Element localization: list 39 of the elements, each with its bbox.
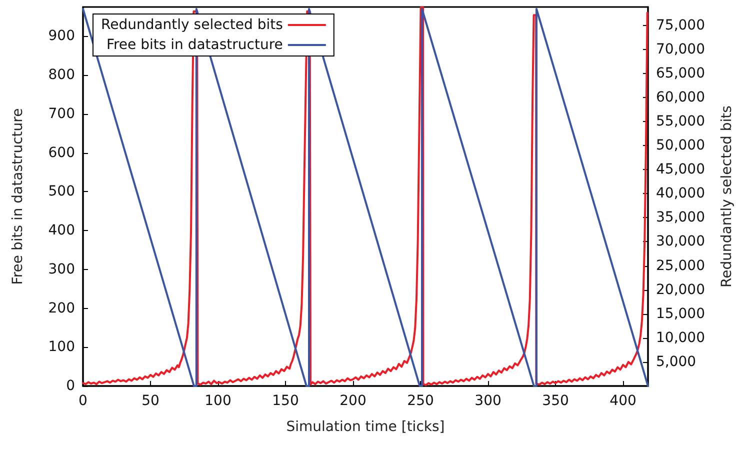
y-tick-label: 800 [48, 67, 75, 84]
x-axis-title: Simulation time [ticks] [286, 419, 445, 435]
x-tick-label: 400 [610, 393, 636, 409]
y2-tick-label: 60,000 [656, 89, 705, 106]
y2-tick-label: 75,000 [656, 17, 705, 34]
x-tick-label: 350 [542, 393, 569, 409]
y-tick-label: 200 [48, 300, 75, 316]
y-tick-label: 700 [48, 106, 75, 122]
x-tick-label: 150 [272, 393, 299, 409]
y2-tick-label: 20,000 [656, 282, 705, 298]
y2-tick-label: 55,000 [656, 113, 705, 130]
y-tick-label: 400 [48, 222, 75, 239]
y-tick-label: 600 [48, 144, 75, 161]
y-tick-label: 300 [48, 261, 75, 278]
y2-tick-label: 50,000 [656, 138, 705, 154]
x-tick-label: 250 [407, 393, 434, 409]
y2-tick-label: 70,000 [656, 41, 705, 58]
y2-tick-label: 10,000 [656, 330, 705, 346]
legend-label: Redundantly selected bits [101, 17, 283, 33]
y-axis-title: Free bits in datastructure [10, 108, 26, 285]
y2-tick-label: 5,000 [656, 354, 696, 370]
y-tick-label: 500 [48, 184, 75, 200]
y-tick-label: 900 [48, 28, 75, 44]
legend-label: Free bits in datastructure [106, 37, 283, 53]
y2-tick-label: 40,000 [656, 186, 705, 202]
y2-tick-label: 25,000 [656, 258, 705, 274]
y2-tick-label: 65,000 [656, 65, 705, 82]
x-tick-label: 0 [78, 393, 88, 409]
y-tick-label: 100 [48, 339, 75, 356]
y2-axis-title: Redundantly selected bits [719, 106, 735, 288]
y-tick-label: 0 [66, 378, 75, 394]
y2-tick-label: 15,000 [656, 306, 705, 322]
x-tick-label: 300 [474, 393, 502, 409]
y2-tick-label: 35,000 [656, 210, 705, 226]
x-tick-label: 200 [340, 393, 366, 409]
y2-tick-label: 30,000 [656, 234, 705, 250]
x-tick-label: 50 [142, 393, 160, 409]
x-tick-label: 100 [204, 393, 232, 409]
y2-tick-label: 45,000 [656, 162, 705, 178]
